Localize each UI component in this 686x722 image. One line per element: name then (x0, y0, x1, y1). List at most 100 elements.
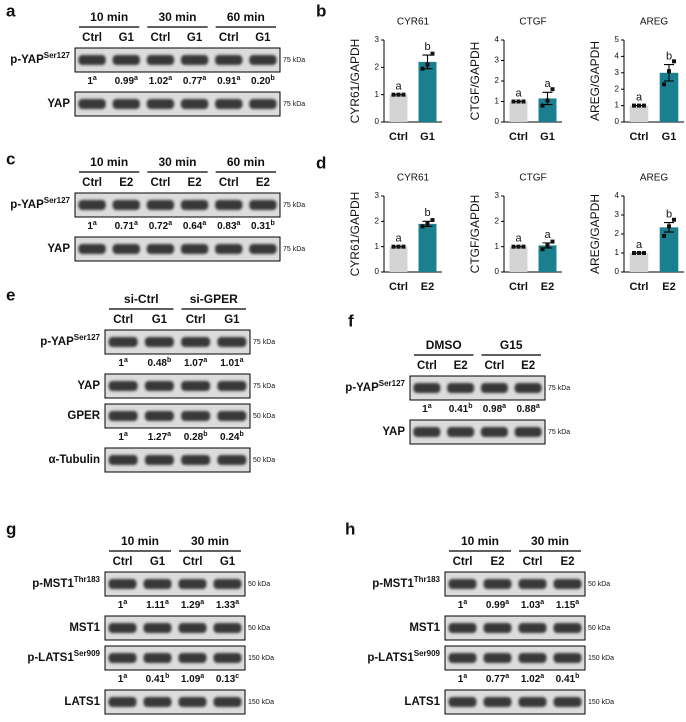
band (108, 455, 138, 465)
band (213, 579, 242, 589)
lane-label: Ctrl (82, 32, 102, 44)
quant-label: 0.99a (486, 599, 509, 611)
quant-value: 1.02 (149, 76, 169, 87)
data-point (667, 224, 671, 229)
band (483, 697, 512, 707)
row-label: YAP (47, 98, 70, 110)
significance-letter: a (636, 239, 643, 251)
band (78, 99, 106, 109)
band (217, 381, 247, 391)
quant-letter: a (237, 220, 241, 227)
quant-value: 0.24 (220, 432, 240, 443)
quant-letter: a (168, 220, 172, 227)
data-point (642, 103, 646, 108)
significance-letter: a (515, 87, 522, 99)
band (483, 579, 512, 589)
protein-name: p-MST1 (372, 578, 414, 590)
blot-box (74, 236, 281, 262)
significance-letter: b (666, 209, 672, 221)
data-point (540, 247, 545, 252)
quant-letter: a (575, 599, 579, 606)
band (447, 427, 475, 437)
band (143, 697, 172, 707)
row-label: MST1 (409, 622, 440, 634)
data-point (540, 103, 545, 108)
quant-letter: b (167, 357, 171, 364)
lane-label: Ctrl (183, 556, 203, 568)
band (215, 244, 243, 254)
quant-letter: b (165, 673, 169, 680)
group-label: si-GPER (190, 292, 238, 306)
group-label: 60 min (227, 155, 265, 169)
y-tick-label: 4 (615, 191, 620, 200)
lane-label: Ctrl (113, 556, 133, 568)
band (112, 55, 140, 65)
band (448, 579, 477, 589)
quant-value: 0.48 (148, 358, 168, 369)
panel-label: f (348, 311, 354, 330)
protein-name: YAP (77, 380, 100, 392)
panel-label: e (6, 285, 15, 304)
y-axis-label: AREG/GAPDH (588, 194, 602, 274)
kda-label: 75 kDa (548, 429, 570, 436)
lane-label: Ctrl (484, 360, 504, 372)
quant-letter: a (123, 673, 127, 680)
quant-letter: a (202, 220, 206, 227)
quant-label: 0.91a (217, 75, 240, 87)
quant-value: 0.77 (183, 76, 203, 87)
data-point (425, 221, 430, 226)
quant-value: 1 (422, 404, 428, 415)
x-tick-label: Ctrl (630, 281, 649, 293)
kda-label: 75 kDa (253, 339, 275, 346)
y-tick-label: 2 (495, 216, 500, 225)
band (181, 455, 211, 465)
band (146, 244, 175, 254)
y-tick-label: 1 (615, 101, 620, 110)
quant-label: 0.41b (556, 673, 580, 685)
bar (659, 227, 679, 272)
band (249, 244, 277, 254)
quant-letter: a (200, 673, 204, 680)
site-superscript: Ser127 (44, 196, 71, 205)
band (448, 697, 477, 707)
significance-letter: a (636, 92, 643, 104)
quant-label: 0.72a (149, 220, 172, 232)
quant-label: 1.02a (149, 75, 172, 87)
lane-label: E2 (256, 177, 270, 189)
y-tick-label: 3 (495, 191, 500, 200)
data-point (396, 244, 401, 249)
quant-label: 1.11a (146, 599, 169, 611)
x-tick-label: E2 (541, 281, 554, 293)
data-point (550, 239, 555, 244)
quant-label: 1.33a (216, 599, 239, 611)
quant-label: 0.77a (486, 673, 509, 685)
quant-label: 0.24b (220, 431, 244, 443)
band (146, 200, 175, 210)
row-label: p-YAPSer127 (10, 196, 70, 211)
row-label: p-YAPSer127 (40, 333, 100, 348)
band (518, 579, 547, 589)
protein-name: LATS1 (64, 696, 100, 708)
row-label: p-MST1Thr183 (372, 575, 440, 590)
band (78, 244, 106, 254)
band (217, 455, 247, 465)
row-label: YAP (77, 380, 100, 392)
lane-label: Ctrl (417, 360, 437, 372)
quant-label: 1.01a (220, 357, 243, 369)
quant-letter: a (237, 75, 241, 82)
quant-value: 1 (118, 432, 124, 443)
band (144, 381, 174, 391)
kda-label: 50 kDa (248, 581, 270, 588)
quant-value: 1 (118, 674, 124, 685)
band (215, 99, 243, 109)
quant-label: 0.48b (148, 357, 172, 369)
quant-value: 1.03 (521, 600, 541, 611)
blot-box (74, 91, 281, 117)
band (413, 427, 441, 437)
row-label: p-LATS1Ser909 (367, 649, 440, 664)
y-tick-label: 3 (375, 191, 380, 200)
data-point (391, 92, 396, 97)
band (146, 99, 175, 109)
quant-letter: a (200, 599, 204, 606)
data-point (672, 59, 676, 64)
